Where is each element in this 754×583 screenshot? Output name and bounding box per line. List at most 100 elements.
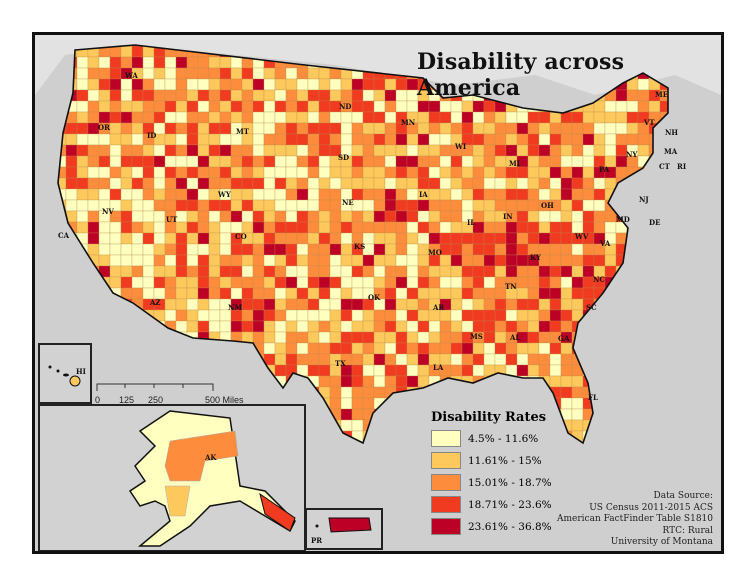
county-cell — [153, 89, 166, 102]
county-cell — [252, 331, 265, 344]
county-cell — [208, 276, 221, 289]
county-cell — [417, 133, 430, 146]
county-cell — [296, 67, 309, 80]
county-cell — [549, 254, 562, 267]
county-cell — [285, 89, 298, 102]
county-cell — [274, 210, 287, 223]
county-cell — [186, 210, 199, 223]
county-cell — [98, 144, 111, 157]
county-cell — [582, 210, 595, 223]
county-cell — [197, 122, 210, 135]
county-cell — [439, 100, 452, 113]
county-cell — [153, 265, 166, 278]
county-cell — [329, 133, 342, 146]
county-cell — [263, 320, 276, 333]
county-cell — [373, 221, 386, 234]
county-cell — [340, 254, 353, 267]
county-cell — [483, 177, 496, 190]
county-cell — [472, 265, 485, 278]
county-cell — [472, 364, 485, 377]
county-cell — [340, 320, 353, 333]
county-cell — [384, 144, 397, 157]
county-cell — [428, 144, 441, 157]
county-cell — [285, 309, 298, 322]
county-cell — [131, 287, 144, 300]
county-cell — [571, 155, 584, 168]
county-cell — [384, 89, 397, 102]
county-cell — [340, 243, 353, 256]
county-cell — [384, 265, 397, 278]
county-cell — [120, 166, 133, 179]
county-cell — [384, 155, 397, 168]
county-cell — [87, 133, 100, 146]
county-cell — [175, 243, 188, 256]
county-cell — [98, 177, 111, 190]
county-cell — [538, 144, 551, 157]
county-cell — [362, 166, 375, 179]
county-cell — [549, 221, 562, 234]
county-cell — [318, 342, 331, 355]
county-cell — [208, 67, 221, 80]
county-cell — [571, 408, 584, 421]
county-cell — [384, 364, 397, 377]
county-cell — [560, 375, 573, 388]
county-cell — [560, 155, 573, 168]
county-cell — [76, 133, 89, 146]
county-cell — [87, 78, 100, 91]
county-cell — [395, 89, 408, 102]
county-cell — [120, 221, 133, 234]
county-cell — [318, 320, 331, 333]
county-cell — [307, 232, 320, 245]
county-cell — [582, 155, 595, 168]
county-cell — [241, 155, 254, 168]
county-cell — [76, 100, 89, 113]
county-cell — [120, 210, 133, 223]
county-cell — [131, 221, 144, 234]
county-cell — [582, 188, 595, 201]
county-cell — [219, 221, 232, 234]
county-cell — [219, 56, 232, 69]
county-cell — [263, 122, 276, 135]
county-cell — [164, 67, 177, 80]
county-cell — [505, 265, 518, 278]
puerto-rico-inset: PR — [305, 508, 383, 550]
county-cell — [219, 78, 232, 91]
county-cell — [175, 276, 188, 289]
county-cell — [560, 243, 573, 256]
county-cell — [241, 243, 254, 256]
county-cell — [131, 199, 144, 212]
county-cell — [307, 144, 320, 157]
county-cell — [98, 78, 111, 91]
county-cell — [637, 133, 650, 146]
county-cell — [175, 287, 188, 300]
county-cell — [461, 243, 474, 256]
state-label-ny: NY — [626, 150, 638, 159]
county-cell — [340, 265, 353, 278]
county-cell — [131, 243, 144, 256]
county-cell — [219, 265, 232, 278]
county-cell — [505, 199, 518, 212]
county-cell — [571, 419, 584, 432]
county-cell — [351, 155, 364, 168]
county-cell — [142, 78, 155, 91]
county-cell — [230, 199, 243, 212]
county-cell — [109, 100, 122, 113]
county-cell — [351, 375, 364, 388]
county-cell — [527, 155, 540, 168]
county-cell — [186, 100, 199, 113]
county-cell — [109, 265, 122, 278]
county-cell — [263, 210, 276, 223]
county-cell — [274, 243, 287, 256]
county-cell — [417, 342, 430, 355]
county-cell — [516, 122, 529, 135]
county-cell — [98, 89, 111, 102]
county-cell — [505, 111, 518, 124]
county-cell — [274, 122, 287, 135]
county-cell — [351, 287, 364, 300]
county-cell — [373, 254, 386, 267]
county-cell — [76, 89, 89, 102]
county-cell — [417, 111, 430, 124]
county-cell — [439, 276, 452, 289]
county-cell — [549, 375, 562, 388]
county-cell — [230, 56, 243, 69]
